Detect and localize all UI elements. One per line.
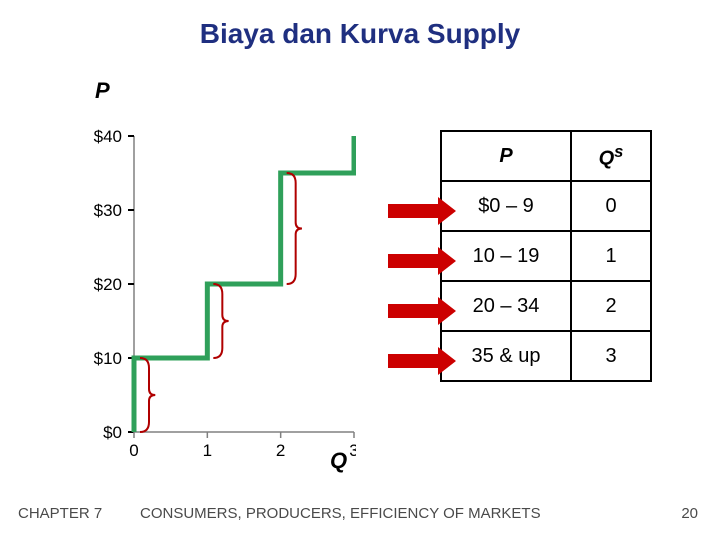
svg-text:$40: $40	[94, 127, 122, 146]
supply-table: P Qs $0 – 9010 – 19120 – 34235 & up3	[440, 130, 652, 382]
footer-text: CONSUMERS, PRODUCERS, EFFICIENCY OF MARK…	[140, 505, 541, 522]
svg-text:$30: $30	[94, 201, 122, 220]
table-row: 20 – 342	[441, 281, 651, 331]
svg-text:$0: $0	[103, 423, 122, 442]
svg-text:0: 0	[129, 441, 138, 460]
table-header-qs: Qs	[571, 131, 651, 181]
svg-text:$20: $20	[94, 275, 122, 294]
supply-step-chart: $0 $10 $20 $30 $40 0 1 2 3	[56, 120, 356, 460]
svg-text:3: 3	[349, 441, 356, 460]
table-cell-p: $0 – 9	[441, 181, 571, 231]
arrow-icon	[388, 246, 456, 276]
table-cell-p: 10 – 19	[441, 231, 571, 281]
arrow-icon	[388, 346, 456, 376]
svg-text:1: 1	[203, 441, 212, 460]
arrow-icon	[388, 296, 456, 326]
table-header-row: P Qs	[441, 131, 651, 181]
arrow-icon	[388, 196, 456, 226]
axis-label-p: P	[95, 78, 110, 104]
svg-text:2: 2	[276, 441, 285, 460]
table-cell-q: 1	[571, 231, 651, 281]
table-row: 35 & up3	[441, 331, 651, 381]
page-title: Biaya dan Kurva Supply	[0, 0, 720, 50]
table-cell-p: 35 & up	[441, 331, 571, 381]
table-row: $0 – 90	[441, 181, 651, 231]
svg-text:$10: $10	[94, 349, 122, 368]
table-cell-q: 3	[571, 331, 651, 381]
table-cell-q: 2	[571, 281, 651, 331]
table-header-p: P	[441, 131, 571, 181]
table-cell-q: 0	[571, 181, 651, 231]
table-cell-p: 20 – 34	[441, 281, 571, 331]
footer-chapter: CHAPTER 7	[18, 505, 102, 522]
table-row: 10 – 191	[441, 231, 651, 281]
page-number: 20	[681, 505, 698, 522]
